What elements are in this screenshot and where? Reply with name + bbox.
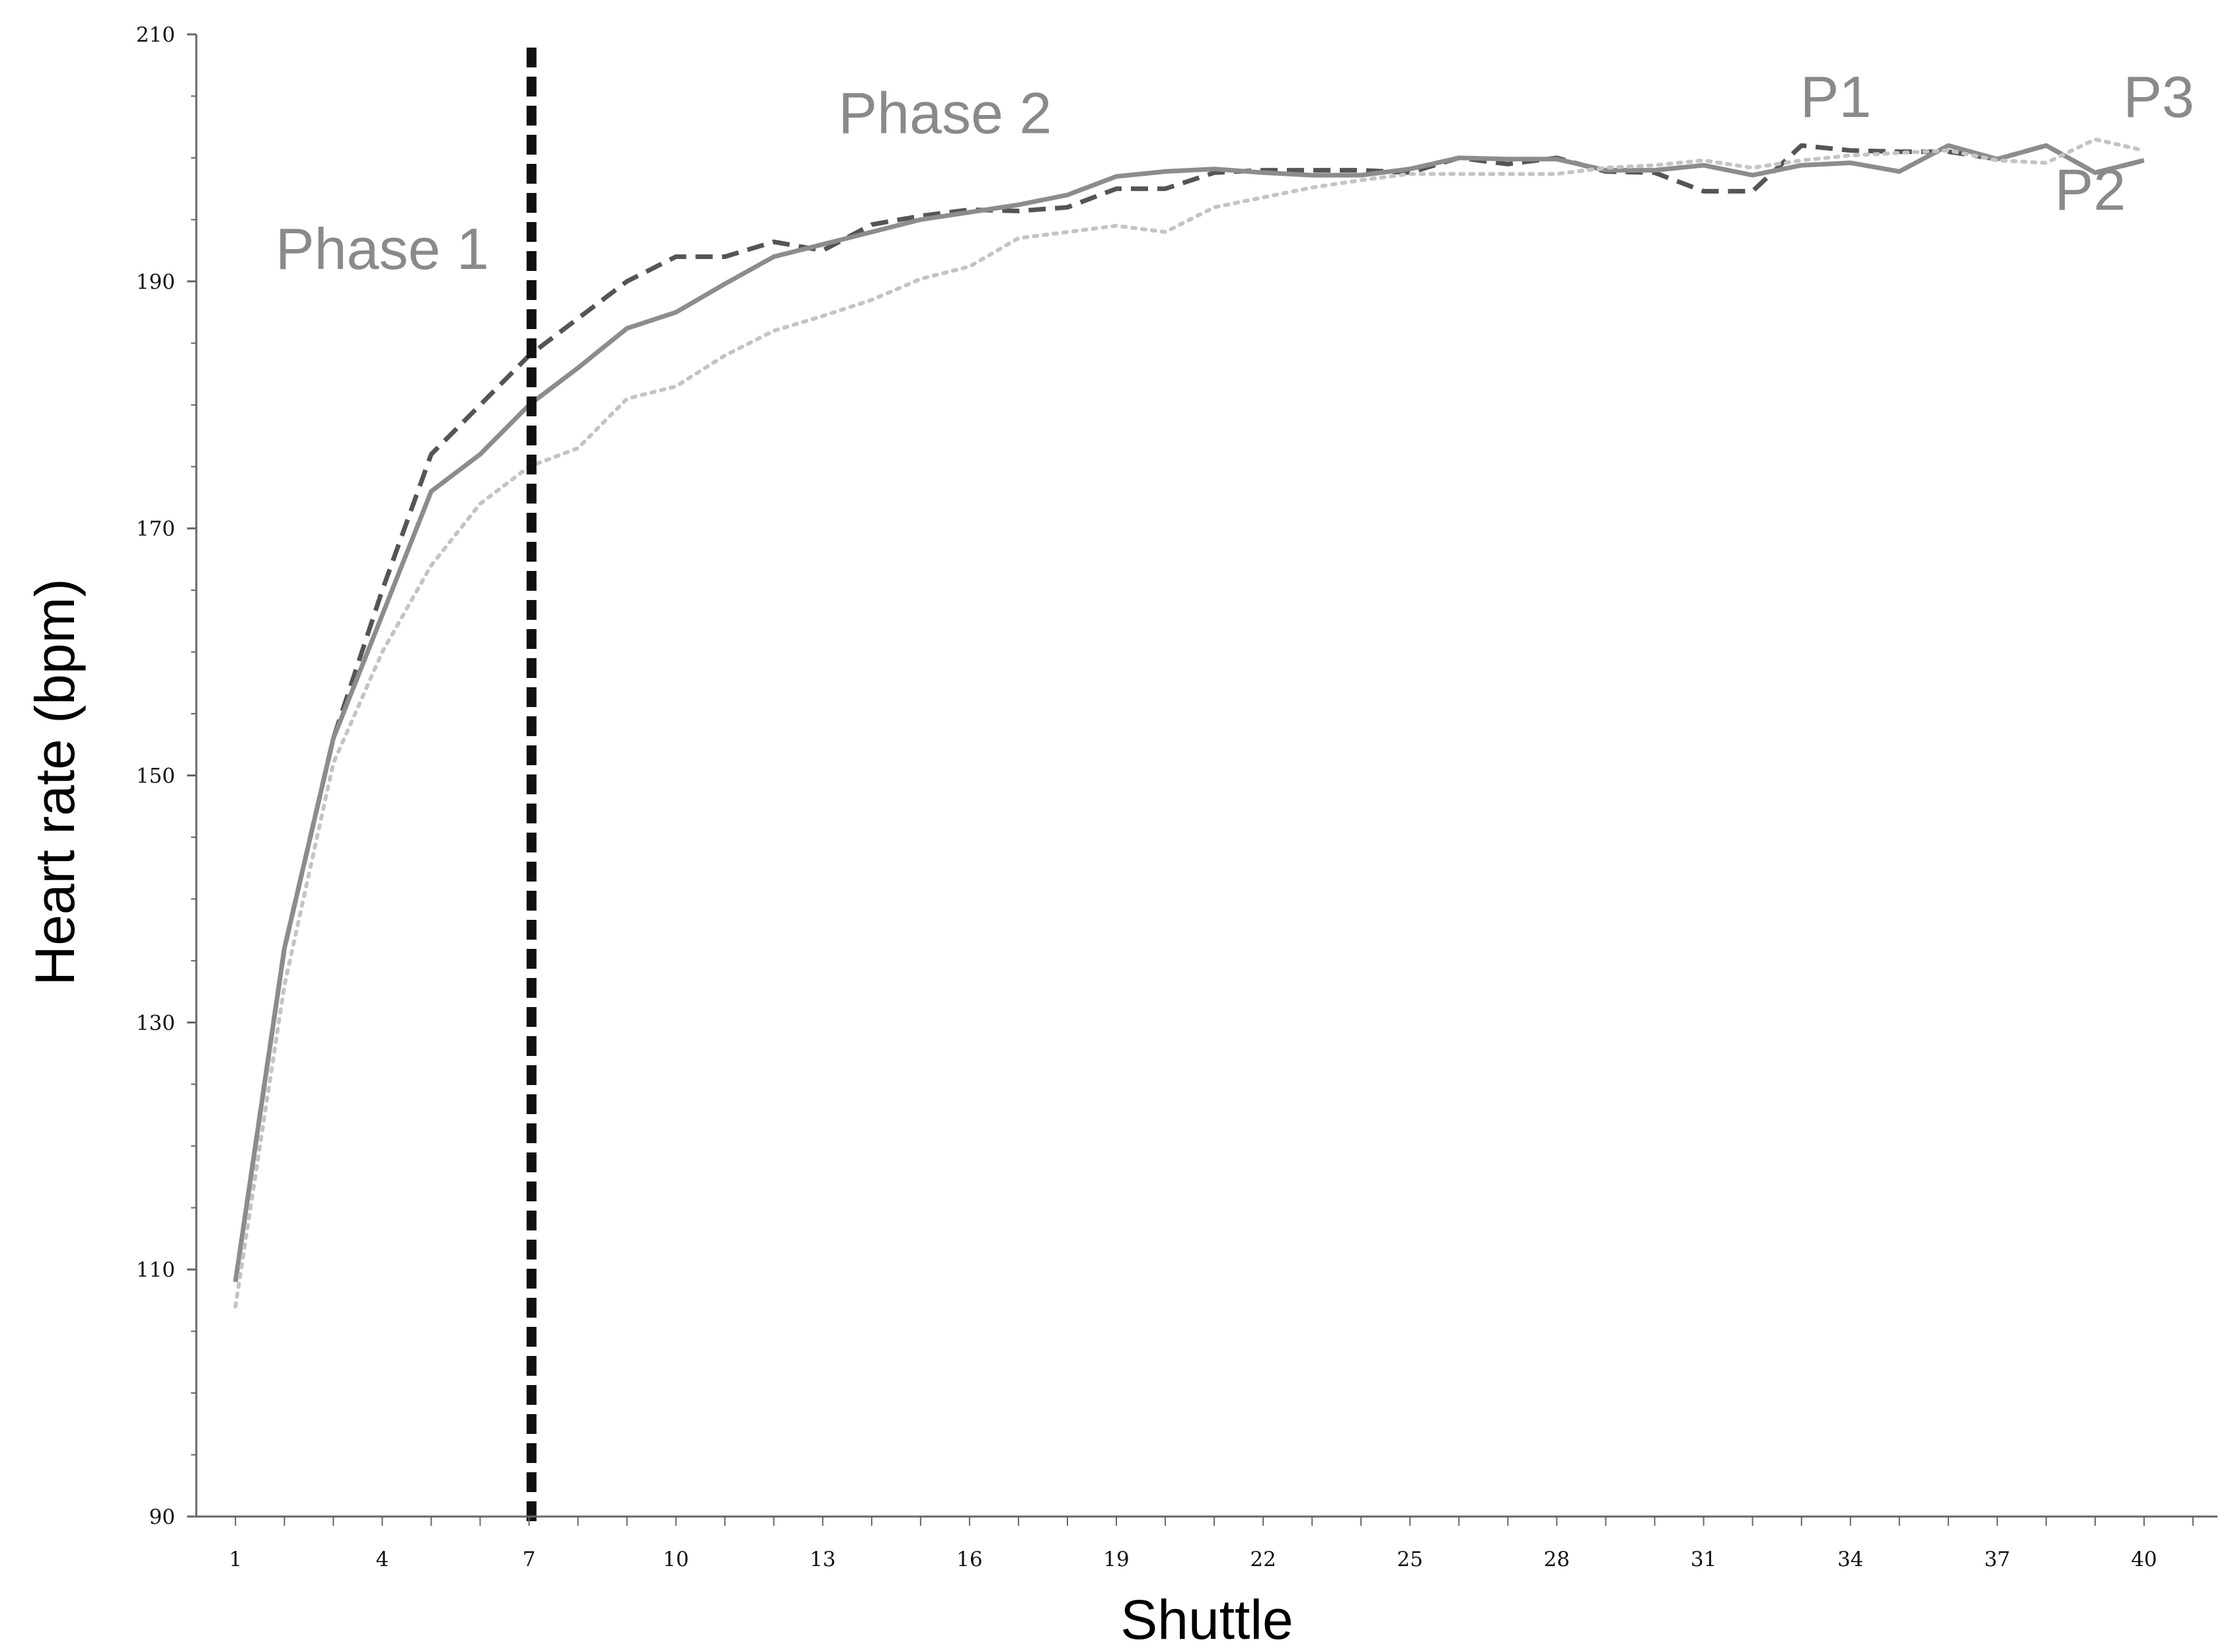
y-tick-label: 190 [136, 270, 175, 294]
y-tick-label: 170 [136, 517, 175, 541]
annotation-p3: P3 [2123, 64, 2194, 130]
y-tick-label: 210 [136, 23, 175, 47]
x-axis: 1 4 7 10 13 16 19 22 25 28 31 34 37 40 [196, 1515, 2217, 1571]
x-tick-label: 31 [1691, 1548, 1716, 1571]
x-tick-label: 13 [810, 1548, 835, 1571]
x-tick-label: 10 [663, 1548, 689, 1571]
x-tick-label: 37 [1984, 1548, 2010, 1571]
x-tick-group: 1 4 7 10 13 16 19 22 25 28 31 34 37 40 [229, 1517, 2194, 1571]
x-tick-label: 19 [1103, 1548, 1129, 1571]
annotation-phase-2: Phase 2 [838, 81, 1052, 146]
series-layer [233, 137, 2146, 1309]
y-tick-label: 130 [136, 1011, 175, 1035]
x-tick-label: 34 [1837, 1548, 1863, 1571]
series-line-p2 [233, 143, 2145, 1283]
y-tick-label: 150 [136, 765, 175, 788]
x-tick-label: 4 [375, 1548, 389, 1571]
x-axis-title: Shuttle [1120, 1589, 1293, 1651]
y-tick-label: 110 [136, 1258, 175, 1282]
x-tick-label: 28 [1544, 1548, 1570, 1571]
y-axis-title: Heart rate (bpm) [24, 578, 86, 985]
series-line-p3 [233, 137, 2146, 1309]
annotation-p1: P1 [1800, 64, 1872, 130]
y-tick-label: 90 [149, 1505, 175, 1529]
series-line-p1 [233, 143, 2145, 1283]
x-tick-label: 16 [956, 1548, 982, 1571]
x-tick-label: 40 [2131, 1548, 2157, 1571]
x-tick-label: 22 [1250, 1548, 1276, 1571]
x-tick-label: 1 [229, 1548, 242, 1571]
annotation-layer: Phase 1 Phase 2 P1 P3 P2 [276, 64, 2194, 282]
x-tick-label: 25 [1397, 1548, 1423, 1571]
x-tick-label: 7 [523, 1548, 536, 1571]
plot-area: Phase 1 Phase 2 P1 P3 P2 [233, 48, 2194, 1530]
annotation-phase-1: Phase 1 [276, 216, 489, 282]
y-axis: 90 110 130 150 170 190 210 [136, 23, 198, 1529]
y-tick-group: 90 110 130 150 170 190 210 [136, 23, 196, 1529]
annotation-p2: P2 [2055, 157, 2126, 222]
